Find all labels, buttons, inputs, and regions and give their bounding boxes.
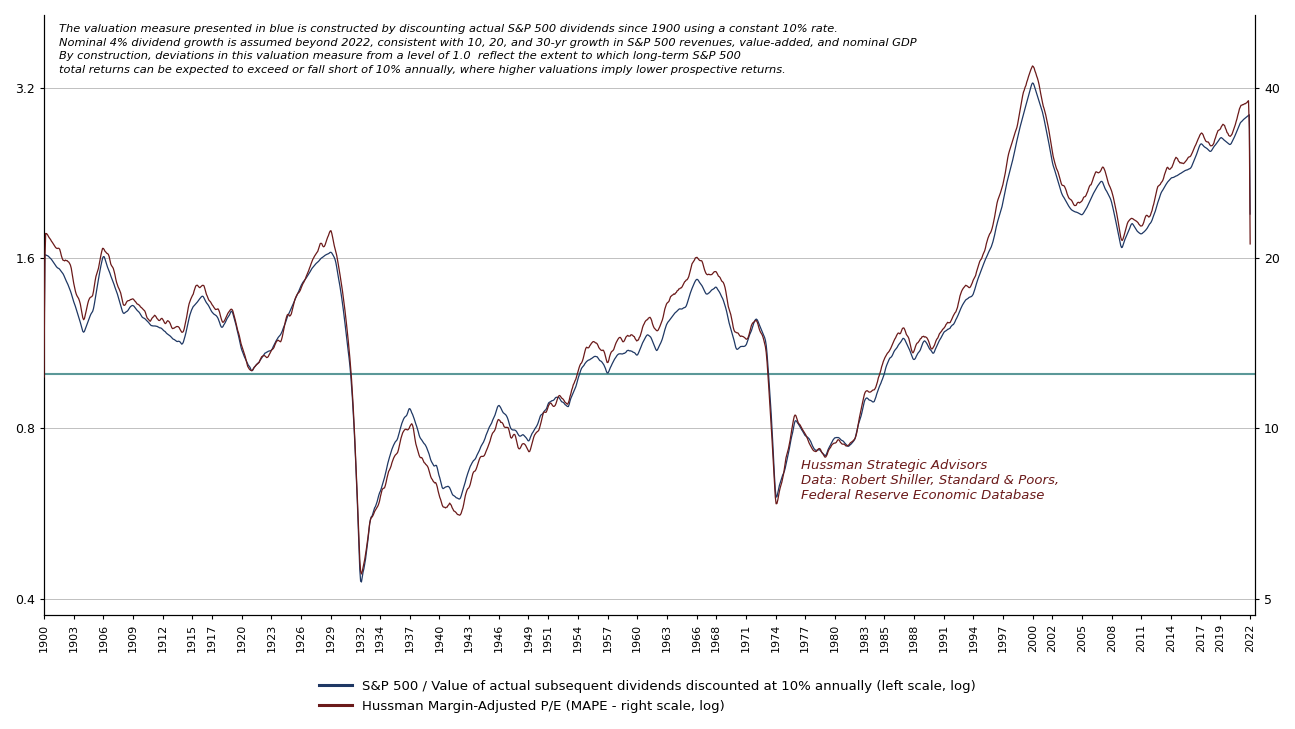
Text: Hussman Strategic Advisors
Data: Robert Shiller, Standard & Poors,
Federal Reser: Hussman Strategic Advisors Data: Robert … bbox=[800, 459, 1059, 502]
Legend: S&P 500 / Value of actual subsequent dividends discounted at 10% annually (left : S&P 500 / Value of actual subsequent div… bbox=[313, 675, 982, 719]
Text: The valuation measure presented in blue is constructed by discounting actual S&P: The valuation measure presented in blue … bbox=[58, 24, 916, 75]
